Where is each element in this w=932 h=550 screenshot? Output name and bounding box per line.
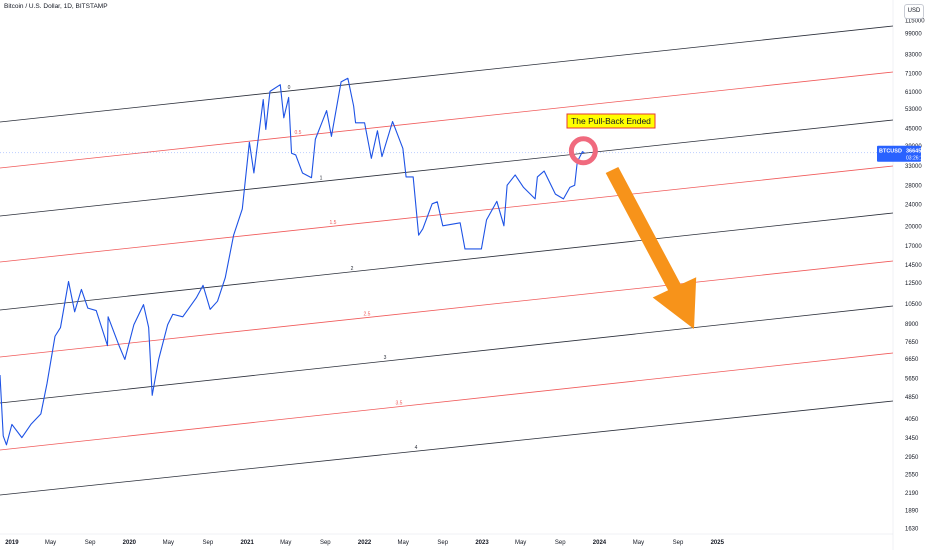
- y-tick-label: 71000: [905, 72, 922, 78]
- x-tick-label: Sep: [555, 540, 566, 546]
- chart-title: Bitcoin / U.S. Dollar, 1D, BITSTAMP: [4, 3, 108, 10]
- x-axis[interactable]: 2019 May Sep 2020 May Sep 2021 May Sep 2022 May Sep…: [0, 533, 893, 546]
- price-tag-box: [877, 145, 921, 162]
- x-tick-label: 2025: [711, 540, 725, 546]
- y-tick-label: 1890: [905, 509, 919, 515]
- y-tick-label: 7650: [905, 340, 919, 346]
- x-tick-label: 2023: [475, 540, 489, 546]
- currency-button[interactable]: USD: [904, 4, 924, 19]
- channel-bands[interactable]: [0, 25, 894, 496]
- highlight-circle: [568, 136, 598, 166]
- channel-line: [0, 260, 894, 358]
- y-tick-label: 6650: [905, 357, 919, 363]
- channel-level-label: 0: [288, 85, 291, 91]
- channel-line: [0, 305, 894, 404]
- x-tick-label: Sep: [203, 540, 214, 546]
- x-tick-label: May: [633, 540, 644, 546]
- y-tick-label: 61000: [905, 90, 922, 96]
- y-tick-label: 17000: [905, 244, 922, 250]
- y-axis[interactable]: 1150009900083000710006100053000450003900…: [905, 19, 925, 533]
- channel-line: [0, 71, 894, 169]
- y-tick-label: 5650: [905, 377, 919, 383]
- channel-level-label: 2: [351, 266, 354, 272]
- y-tick-label: 4850: [905, 395, 919, 401]
- y-tick-label: 1630: [905, 527, 919, 533]
- annotation-box: [566, 113, 656, 129]
- channel-level-label: 0.5: [295, 130, 302, 136]
- x-tick-label: 2022: [358, 540, 372, 546]
- y-tick-label: 45000: [905, 127, 922, 133]
- channel-level-label: 2.5: [364, 312, 371, 318]
- x-tick-label: Sep: [85, 540, 96, 546]
- x-tick-label: 2019: [5, 540, 19, 546]
- price-tag-price: 36645: [906, 148, 921, 154]
- price-series[interactable]: [0, 77, 585, 446]
- channel-level-label: 4: [415, 445, 418, 451]
- y-tick-label: 10500: [905, 302, 922, 308]
- y-tick-label: 2950: [905, 455, 919, 461]
- y-tick-label: 33000: [905, 164, 922, 170]
- channel-level-label: 3.5: [396, 401, 403, 407]
- x-tick-label: 2024: [593, 540, 607, 546]
- channel-level-label: 1.5: [330, 220, 337, 226]
- y-tick-label: 3450: [905, 436, 919, 442]
- y-tick-label: 2190: [905, 491, 919, 497]
- x-tick-label: May: [398, 540, 409, 546]
- channel-line: [0, 119, 894, 217]
- x-tick-label: May: [45, 540, 56, 546]
- y-tick-label: 8900: [905, 322, 919, 328]
- x-tick-label: 2020: [123, 540, 137, 546]
- channel-band-labels: 0 0.5 1 1.5 2 2.5 3 3.5 4: [288, 85, 418, 451]
- x-tick-label: May: [280, 540, 291, 546]
- channel-level-label: 3: [384, 355, 387, 361]
- channel-line: [0, 165, 894, 263]
- y-tick-label: 2550: [905, 473, 919, 479]
- y-tick-label: 83000: [905, 53, 922, 59]
- y-tick-label: 28000: [905, 184, 922, 190]
- x-tick-label: Sep: [320, 540, 331, 546]
- x-tick-label: 2021: [240, 540, 254, 546]
- channel-line: [0, 212, 894, 311]
- y-tick-label: 24000: [905, 202, 922, 208]
- y-tick-label: 53000: [905, 107, 922, 113]
- x-tick-label: May: [163, 540, 174, 546]
- y-tick-label: 4050: [905, 417, 919, 423]
- y-tick-label: 115000: [905, 19, 925, 25]
- channel-line: [0, 400, 894, 496]
- annotation-text: The Pull-Back Ended: [571, 116, 651, 126]
- x-tick-label: Sep: [673, 540, 684, 546]
- price-line: [0, 77, 585, 446]
- channel-level-label: 1: [320, 175, 323, 181]
- x-tick-label: Sep: [437, 540, 448, 546]
- price-tag-symbol: BTCUSD: [879, 148, 902, 154]
- channel-line: [0, 25, 894, 123]
- y-tick-label: 20000: [905, 224, 922, 230]
- y-tick-label: 12500: [905, 281, 922, 287]
- y-tick-label: 99000: [905, 32, 922, 38]
- y-tick-label: 14500: [905, 263, 922, 269]
- price-tag-countdown: 03:26:12: [906, 155, 926, 161]
- channel-line: [0, 352, 894, 451]
- down-arrow: [605, 167, 697, 329]
- x-tick-label: May: [515, 540, 526, 546]
- annotation-layer[interactable]: The Pull-Back Ended: [566, 113, 697, 329]
